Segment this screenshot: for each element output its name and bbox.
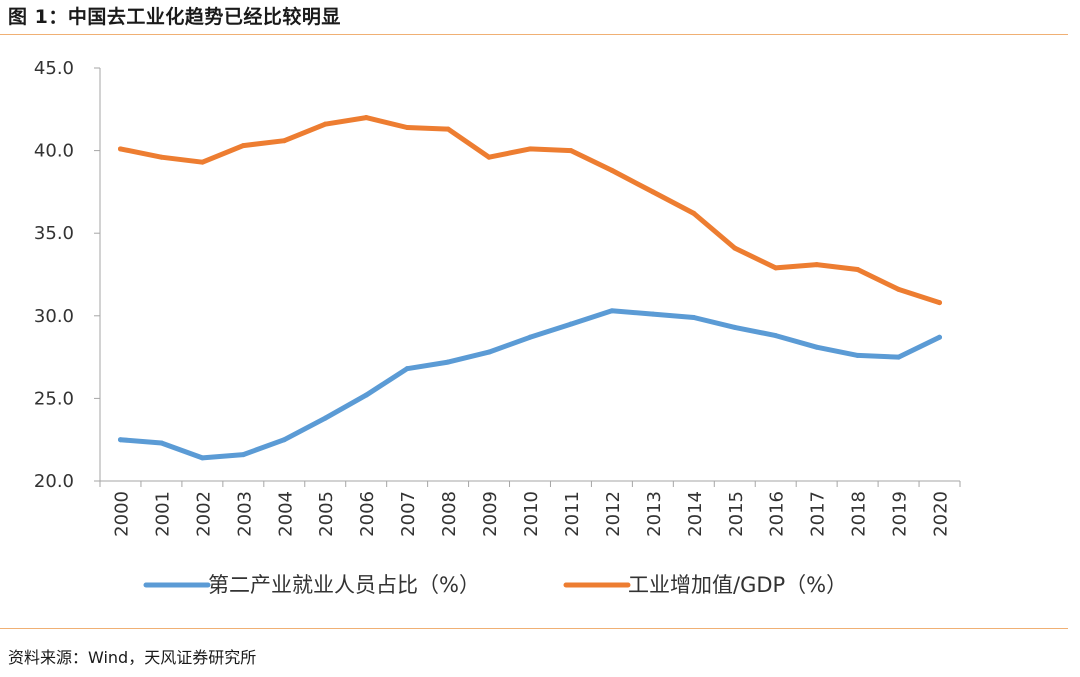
data-point-employment xyxy=(486,349,492,355)
data-point-industry xyxy=(855,267,861,273)
data-point-industry xyxy=(527,146,533,152)
bottom-divider xyxy=(0,628,1068,629)
x-tick-label: 2004 xyxy=(275,491,296,537)
tick-labels: 20.0 25.0 30.0 35.0 40.0 45.0 2000 2001 2002 2003… xyxy=(34,58,952,537)
data-point-employment xyxy=(404,366,410,372)
x-tick-label: 2003 xyxy=(234,491,255,537)
data-point-employment xyxy=(158,440,164,446)
chart-series xyxy=(117,115,943,461)
data-point-employment xyxy=(363,392,369,398)
x-tick-label: 2019 xyxy=(890,491,911,537)
source-note: 资料来源：Wind，天风证券研究所 xyxy=(8,648,257,667)
x-tick-label: 2015 xyxy=(726,491,747,537)
x-tick-label: 2013 xyxy=(644,491,665,537)
data-point-employment xyxy=(609,308,615,314)
y-tick-label: 40.0 xyxy=(34,141,74,162)
data-point-employment xyxy=(814,344,820,350)
y-tick-label: 35.0 xyxy=(34,223,74,244)
data-point-employment xyxy=(527,334,533,340)
data-point-industry xyxy=(609,167,615,173)
data-point-employment xyxy=(732,324,738,330)
data-point-employment xyxy=(691,314,697,320)
data-point-industry xyxy=(937,300,943,306)
data-point-industry xyxy=(814,262,820,268)
data-point-industry xyxy=(363,115,369,121)
x-tick-label: 2009 xyxy=(480,491,501,537)
data-point-employment xyxy=(117,437,123,443)
legend-label-employment: 第二产业就业人员占比（%） xyxy=(208,573,480,597)
x-tick-label: 2010 xyxy=(521,491,542,537)
x-tick-label: 2016 xyxy=(767,491,788,537)
data-point-industry xyxy=(568,148,574,154)
y-tick-label: 25.0 xyxy=(34,388,74,409)
chart-legend: 第二产业就业人员占比（%） 工业增加值/GDP（%） xyxy=(143,573,847,597)
data-point-employment xyxy=(322,415,328,421)
x-tick-label: 2017 xyxy=(808,491,829,537)
data-point-employment xyxy=(445,359,451,365)
legend-label-industry: 工业增加值/GDP（%） xyxy=(628,573,847,597)
data-point-employment xyxy=(650,311,656,317)
y-tick-label: 20.0 xyxy=(34,471,74,492)
data-point-industry xyxy=(650,189,656,195)
data-point-industry xyxy=(445,126,451,132)
data-point-employment xyxy=(568,321,574,327)
data-point-employment xyxy=(281,437,287,443)
data-point-employment xyxy=(240,452,246,458)
x-tick-label: 2000 xyxy=(111,491,132,537)
series-line-employment xyxy=(118,308,942,461)
top-divider xyxy=(0,34,1068,35)
x-tick-label: 2007 xyxy=(398,491,419,537)
data-point-industry xyxy=(404,124,410,130)
x-tick-label: 2012 xyxy=(603,491,624,537)
data-point-industry xyxy=(281,138,287,144)
data-point-industry xyxy=(691,210,697,216)
x-tick-label: 2018 xyxy=(849,491,870,537)
data-point-employment xyxy=(937,334,943,340)
data-point-industry xyxy=(322,121,328,127)
x-tick-label: 2005 xyxy=(316,491,337,537)
data-point-industry xyxy=(486,154,492,160)
data-point-employment xyxy=(199,455,205,461)
data-point-industry xyxy=(896,286,902,292)
chart-axes xyxy=(94,67,961,487)
data-point-industry xyxy=(240,143,246,149)
data-point-employment xyxy=(773,333,779,339)
x-tick-label: 2020 xyxy=(931,491,952,537)
data-point-industry xyxy=(199,159,205,165)
x-tick-label: 2011 xyxy=(562,491,583,537)
x-tick-label: 2006 xyxy=(357,491,378,537)
y-tick-label: 45.0 xyxy=(34,58,74,79)
data-point-industry xyxy=(117,146,123,152)
x-tick-label: 2001 xyxy=(152,491,173,537)
data-point-employment xyxy=(896,354,902,360)
figure-title: 图 1：中国去工业化趋势已经比较明显 xyxy=(8,6,341,28)
data-point-industry xyxy=(732,245,738,251)
x-tick-label: 2002 xyxy=(193,491,214,537)
y-tick-label: 30.0 xyxy=(34,306,74,327)
data-point-industry xyxy=(158,154,164,160)
x-tick-label: 2014 xyxy=(685,491,706,537)
x-tick-label: 2008 xyxy=(439,491,460,537)
data-point-employment xyxy=(855,352,861,358)
data-point-industry xyxy=(773,265,779,271)
